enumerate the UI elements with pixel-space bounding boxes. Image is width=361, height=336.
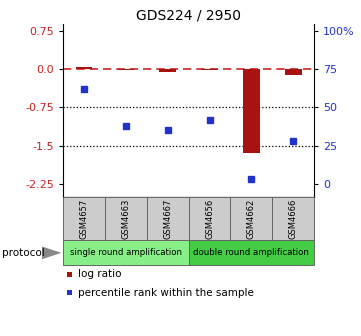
Bar	[63, 197, 105, 240]
Bar	[285, 69, 301, 75]
Bar	[272, 197, 314, 240]
Text: GSM4663: GSM4663	[121, 198, 130, 239]
Polygon shape	[42, 246, 61, 259]
Text: GSM4656: GSM4656	[205, 198, 214, 239]
Text: protocol: protocol	[2, 248, 44, 258]
Bar	[63, 240, 188, 265]
Bar	[188, 240, 314, 265]
Text: percentile rank within the sample: percentile rank within the sample	[78, 288, 253, 298]
Bar	[76, 67, 92, 69]
Bar	[188, 197, 230, 240]
Text: GSM4667: GSM4667	[163, 198, 172, 239]
Text: double round amplification: double round amplification	[193, 248, 309, 257]
Title: GDS224 / 2950: GDS224 / 2950	[136, 8, 241, 23]
Bar	[147, 197, 188, 240]
Text: GSM4662: GSM4662	[247, 198, 256, 239]
Text: single round amplification: single round amplification	[70, 248, 182, 257]
Bar	[230, 197, 272, 240]
Bar	[118, 69, 134, 70]
Bar	[105, 197, 147, 240]
Text: GSM4657: GSM4657	[79, 198, 88, 239]
Bar	[243, 69, 260, 153]
Bar	[201, 69, 218, 70]
Text: log ratio: log ratio	[78, 269, 121, 279]
Bar	[159, 69, 176, 72]
Text: GSM4666: GSM4666	[289, 198, 298, 239]
